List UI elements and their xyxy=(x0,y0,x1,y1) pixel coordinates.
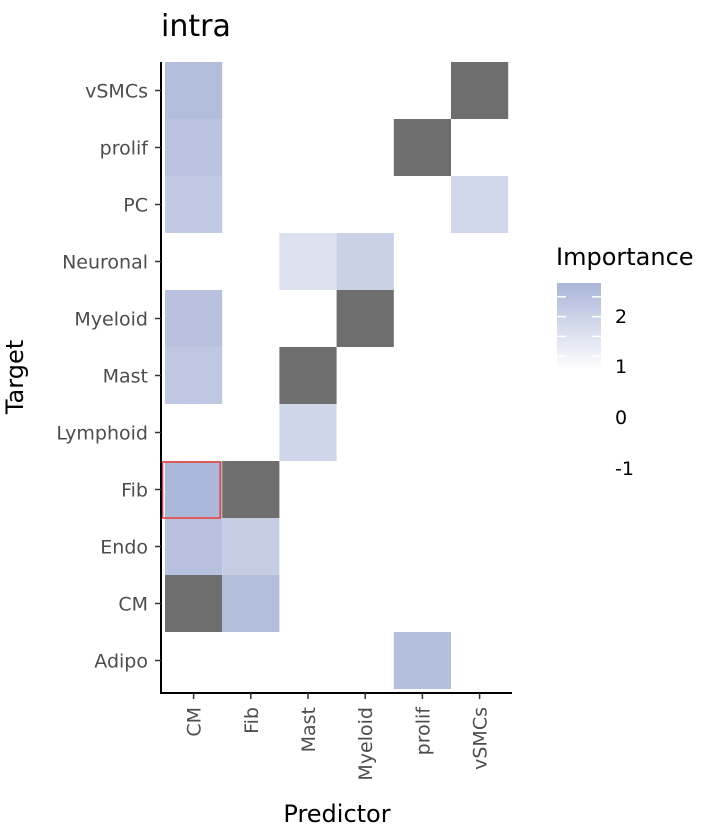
heatmap-cell-myeloid-cm xyxy=(165,290,223,347)
y-tick-label: Fib xyxy=(121,480,148,502)
legend: Importance 2 1 0 -1 xyxy=(556,243,694,480)
heatmap-cell-neuronal-myeloid xyxy=(336,233,394,290)
legend-ticks: 2 1 0 -1 xyxy=(557,296,634,480)
heatmap-cell-prolif-cm xyxy=(165,119,223,176)
y-tick-label: Mast xyxy=(103,366,148,388)
y-tick-label: Endo xyxy=(100,537,148,559)
heatmap-cell-pc-vsmcs xyxy=(451,176,509,233)
y-tick-label: PC xyxy=(123,195,148,217)
heatmap-cell-fib-fib xyxy=(222,461,280,518)
heatmap-cell-fib-cm xyxy=(165,461,223,518)
heatmap-cell-vsmcs-vsmcs xyxy=(451,62,509,119)
highlight-box xyxy=(161,461,222,519)
y-tick-label: Lymphoid xyxy=(56,423,148,445)
legend-colorbar xyxy=(557,283,601,370)
axis-ticks: vSMCs prolif PC Neuronal Myeloid Mast Lymphoid… xyxy=(56,81,491,781)
y-tick-label: CM xyxy=(118,594,148,616)
axes xyxy=(160,62,512,694)
x-tick-label: Myeloid xyxy=(355,707,377,781)
heatmap-cell-endo-fib xyxy=(222,518,280,575)
heatmap-cells xyxy=(165,62,509,689)
heatmap-cell-lymphoid-mast xyxy=(279,404,337,461)
x-tick-label: prolif xyxy=(412,706,434,756)
y-tick-label: Neuronal xyxy=(62,252,148,274)
heatmap-cell-endo-cm xyxy=(165,518,223,575)
heatmap-cell-pc-cm xyxy=(165,176,223,233)
legend-tick-label: 1 xyxy=(615,356,627,378)
heatmap-cell-vsmcs-cm xyxy=(165,62,223,119)
y-tick-label: prolif xyxy=(100,138,150,160)
highlight-layer xyxy=(161,461,222,519)
x-tick-label: CM xyxy=(184,707,206,737)
x-tick-label: Mast xyxy=(298,707,320,752)
x-tick-label: vSMCs xyxy=(470,707,492,770)
chart-title: intra xyxy=(161,9,231,44)
legend-title: Importance xyxy=(556,243,694,271)
heatmap-cell-mast-cm xyxy=(165,347,223,404)
legend-tick-label: -1 xyxy=(615,458,634,480)
heatmap-cell-mast-mast xyxy=(279,347,337,404)
legend-tick-label: 0 xyxy=(615,407,627,429)
heatmap-cell-cm-fib xyxy=(222,575,280,632)
heatmap-cell-neuronal-mast xyxy=(279,233,337,290)
y-axis-title: Target xyxy=(1,340,29,415)
y-tick-label: vSMCs xyxy=(85,81,148,103)
heatmap-cell-cm-cm xyxy=(165,575,223,632)
x-axis-title: Predictor xyxy=(283,800,390,828)
y-tick-label: Adipo xyxy=(94,651,148,673)
x-tick-label: Fib xyxy=(241,707,263,734)
y-tick-label: Myeloid xyxy=(74,309,148,331)
heatmap-cell-prolif-prolif xyxy=(393,119,451,176)
heatmap-cell-adipo-prolif xyxy=(393,632,451,689)
legend-tick-label: 2 xyxy=(615,306,627,328)
heatmap-cell-myeloid-myeloid xyxy=(336,290,394,347)
